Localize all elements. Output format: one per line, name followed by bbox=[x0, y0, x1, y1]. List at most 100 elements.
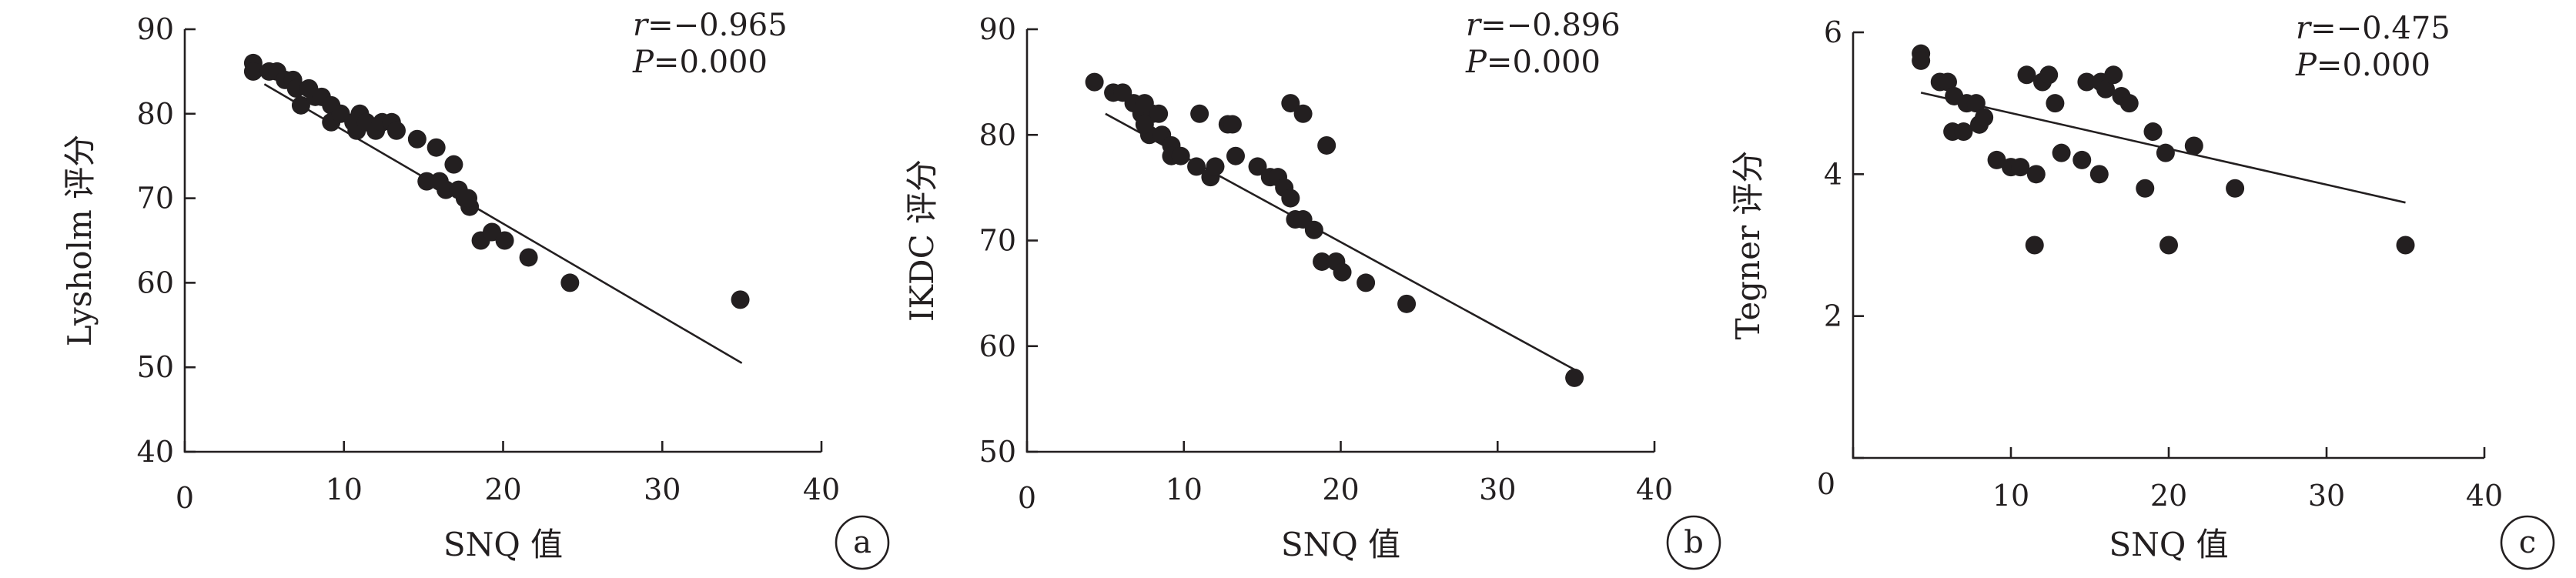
data-point bbox=[1187, 157, 1206, 176]
y-tick-label: 60 bbox=[979, 329, 1016, 363]
p-symbol: P bbox=[1465, 45, 1487, 80]
p-value: =0.000 bbox=[1487, 45, 1601, 80]
p-value: =0.000 bbox=[654, 45, 768, 80]
data-point bbox=[519, 248, 538, 267]
y-tick-label: 50 bbox=[137, 350, 174, 384]
data-point bbox=[1939, 72, 1957, 92]
x-tick-label: 10 bbox=[1992, 479, 2029, 513]
correlation-annotation: r=−0.965 bbox=[633, 8, 788, 43]
data-point bbox=[2096, 79, 2115, 99]
panel-letter-circle bbox=[835, 515, 890, 570]
x-tick-label: 0 bbox=[1018, 481, 1036, 515]
y-tick-label: 70 bbox=[979, 224, 1016, 258]
data-point bbox=[1206, 157, 1225, 176]
data-point bbox=[2396, 236, 2415, 255]
data-point bbox=[2159, 236, 2178, 255]
y-axis-label: IKDC 评分 bbox=[903, 159, 941, 322]
data-point bbox=[417, 172, 437, 191]
x-axis-label: SNQ 值 bbox=[2109, 526, 2228, 563]
data-point bbox=[2039, 65, 2059, 85]
y-tick-label: 40 bbox=[137, 435, 174, 469]
data-point bbox=[407, 129, 427, 149]
data-point bbox=[1954, 122, 1973, 142]
x-tick-label: 20 bbox=[484, 473, 521, 506]
x-tick-label: 0 bbox=[1817, 467, 1835, 501]
y-tick-label: 4 bbox=[1824, 157, 1842, 191]
data-point bbox=[1912, 51, 1931, 70]
data-point bbox=[1317, 135, 1337, 155]
p-value-annotation: P=0.000 bbox=[632, 45, 768, 80]
data-point bbox=[1281, 189, 1300, 208]
x-tick-label: 10 bbox=[1166, 473, 1203, 506]
data-point bbox=[2136, 179, 2155, 198]
p-value-annotation: P=0.000 bbox=[2295, 48, 2430, 83]
data-point bbox=[1135, 115, 1154, 134]
r-value: =−0.965 bbox=[647, 8, 788, 43]
y-tick-label: 6 bbox=[1824, 15, 1842, 49]
data-point bbox=[2026, 165, 2046, 184]
x-axis-label: SNQ 值 bbox=[1281, 526, 1400, 563]
p-symbol: P bbox=[2295, 48, 2317, 83]
panel-c-tegner: 2 4 6 0 10 20 30 40 SNQ 值 Tegner 评分 r=−0.475P=0.00… bbox=[1729, 11, 2555, 570]
data-point bbox=[2011, 158, 2030, 177]
data-point bbox=[1313, 252, 1332, 271]
data-point bbox=[1171, 146, 1190, 165]
data-point bbox=[444, 155, 463, 174]
y-tick-label: 2 bbox=[1824, 299, 1842, 333]
x-tick-label: 30 bbox=[2308, 479, 2345, 513]
y-axis-label: Tegner 评分 bbox=[1729, 151, 1767, 340]
x-tick-label: 40 bbox=[803, 473, 840, 506]
correlation-annotation: r=−0.896 bbox=[1466, 8, 1621, 43]
data-point bbox=[1281, 94, 1300, 113]
data-point bbox=[2025, 236, 2044, 255]
data-point bbox=[2119, 94, 2139, 113]
data-point bbox=[1565, 368, 1584, 387]
panel-letter: a bbox=[853, 525, 871, 560]
x-tick-label: 10 bbox=[326, 473, 363, 506]
data-point bbox=[2073, 150, 2092, 169]
data-point bbox=[386, 121, 406, 140]
data-point bbox=[1226, 146, 1245, 165]
y-tick-label: 90 bbox=[137, 12, 174, 46]
correlation-annotation: r=−0.475 bbox=[2296, 11, 2451, 46]
r-symbol: r bbox=[2296, 11, 2313, 46]
panel-letter: b bbox=[1684, 525, 1704, 560]
x-tick-label: 40 bbox=[1636, 473, 1673, 506]
data-point bbox=[2104, 65, 2123, 85]
data-point bbox=[1085, 72, 1104, 92]
data-point bbox=[1149, 104, 1169, 123]
x-tick-label: 40 bbox=[2466, 479, 2503, 513]
data-point bbox=[1248, 157, 1267, 176]
p-value-annotation: P=0.000 bbox=[1465, 45, 1601, 80]
data-point bbox=[1333, 262, 1352, 282]
y-tick-label: 60 bbox=[137, 266, 174, 299]
r-value: =−0.475 bbox=[2310, 11, 2451, 46]
data-point bbox=[1190, 104, 1209, 123]
data-point bbox=[495, 231, 514, 250]
x-tick-label: 20 bbox=[2150, 479, 2187, 513]
data-point bbox=[1357, 273, 1376, 292]
data-point bbox=[1293, 104, 1313, 123]
y-tick-label: 90 bbox=[979, 12, 1016, 46]
data-point bbox=[291, 95, 310, 115]
x-tick-label: 0 bbox=[176, 481, 194, 515]
p-symbol: P bbox=[632, 45, 654, 80]
data-point bbox=[1975, 108, 1994, 127]
data-point bbox=[731, 290, 750, 309]
data-point bbox=[459, 189, 478, 208]
x-axis-label: SNQ 值 bbox=[443, 526, 563, 563]
panel-letter-circle bbox=[1666, 515, 1721, 570]
y-tick-label: 70 bbox=[137, 182, 174, 215]
panel-b-ikdc: 50 60 70 80 90 0 10 20 30 40 SNQ 值 IKDC 评分 r=−0.896P… bbox=[903, 8, 1721, 570]
data-point bbox=[1223, 115, 1242, 134]
panel-letter: c bbox=[2519, 525, 2536, 560]
data-point bbox=[2226, 179, 2245, 198]
data-point bbox=[243, 62, 263, 81]
data-point bbox=[560, 273, 580, 292]
data-point bbox=[2046, 94, 2065, 113]
y-tick-label: 50 bbox=[979, 435, 1016, 469]
y-axis-label: Lysholm 评分 bbox=[61, 135, 99, 346]
data-point bbox=[1397, 294, 1417, 313]
data-point bbox=[437, 180, 456, 199]
